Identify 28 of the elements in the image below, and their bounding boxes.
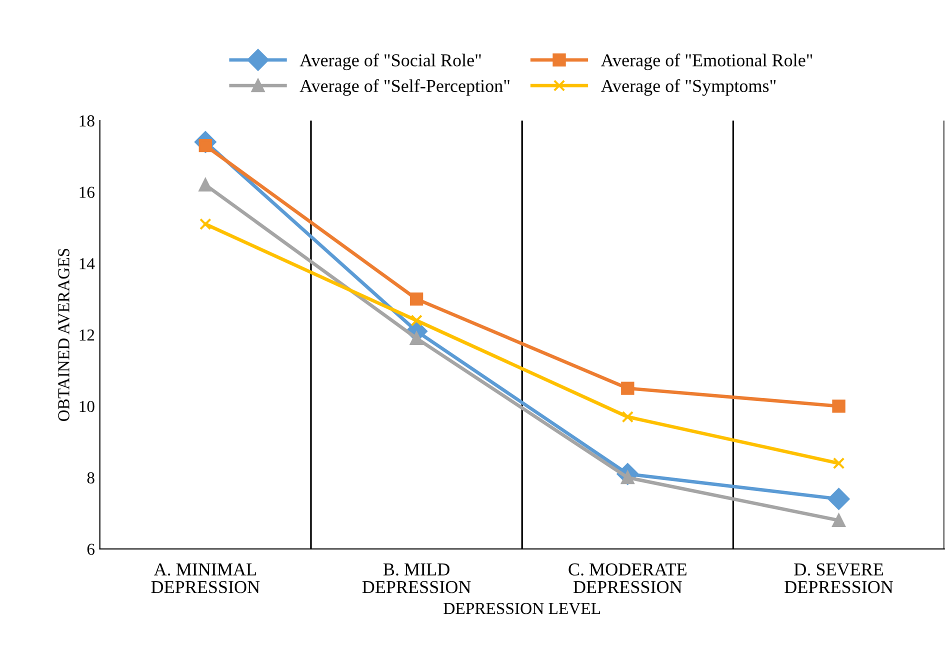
- point: [410, 314, 422, 326]
- point: [198, 178, 212, 192]
- y-tick-label: 12: [80, 330, 94, 341]
- y-tick-label: 14: [80, 258, 95, 270]
- y-tick-label: 16: [80, 186, 94, 198]
- point: [410, 292, 424, 306]
- y-tick-label: 8: [87, 472, 94, 484]
- legend-label: Average of "Symptoms": [600, 79, 776, 96]
- point: [410, 332, 424, 345]
- y-axis-title: OBTAINED AVERAGES: [58, 248, 70, 422]
- point: [832, 514, 846, 527]
- point: [622, 410, 634, 423]
- x-tick-label: B. MILD DEPRESSION: [362, 564, 471, 594]
- x-tick-label: A. MINIMAL DEPRESSION: [151, 563, 260, 594]
- point: [832, 400, 846, 413]
- point: [828, 488, 850, 510]
- x-axis-title: DEPRESSION LEVEL: [444, 602, 600, 614]
- legend-label: Average of "Emotional Role": [600, 54, 812, 70]
- point: [621, 382, 634, 395]
- point: [200, 218, 212, 230]
- y-tick-label: 10: [80, 400, 94, 412]
- legend-label: Average of "Self-Perception": [300, 79, 510, 96]
- x-tick-label: D. SEVERE DEPRESSION: [784, 563, 894, 594]
- point: [832, 457, 845, 470]
- x-tick-label: C. MODERATE DEPRESSION: [568, 563, 686, 594]
- legend-label: Average of "Social Role": [300, 54, 481, 70]
- y-tick-label: 6: [87, 544, 94, 555]
- y-tick-label: 18: [80, 115, 94, 127]
